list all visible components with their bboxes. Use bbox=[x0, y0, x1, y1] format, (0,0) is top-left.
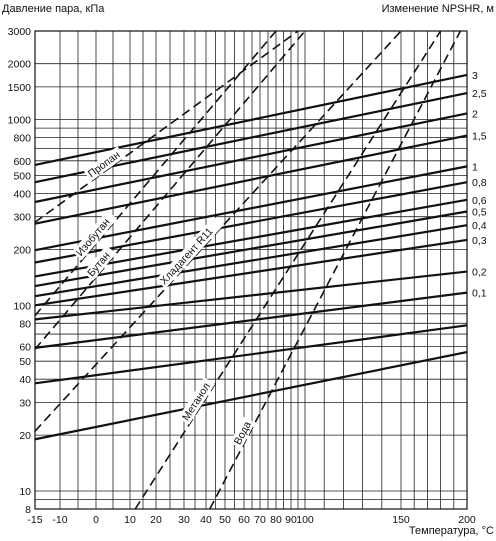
fluid-line bbox=[209, 30, 462, 510]
npshr-line bbox=[34, 210, 468, 288]
npshr-line bbox=[34, 112, 468, 204]
x-tick-label: 90 bbox=[285, 514, 297, 526]
y-tick-label: 10 bbox=[19, 486, 31, 498]
fluid-line bbox=[134, 30, 442, 510]
y-tick-label: 800 bbox=[13, 133, 31, 145]
y-tick-label: 20 bbox=[19, 430, 31, 442]
npshr-label: 2,5 bbox=[472, 88, 487, 100]
npshr-label: 2 bbox=[472, 108, 478, 120]
x-tick-label: 40 bbox=[200, 514, 212, 526]
fluid-label-bg bbox=[155, 216, 224, 289]
npshr-label: 0,5 bbox=[472, 206, 487, 218]
npshr-label: 1 bbox=[472, 161, 478, 173]
left-axis-title: Давление пара, кПа bbox=[2, 3, 105, 15]
fluid-line bbox=[34, 30, 402, 432]
fluid-lines bbox=[34, 30, 462, 510]
x-tick-label: 150 bbox=[392, 514, 410, 526]
x-tick-label: 30 bbox=[178, 514, 190, 526]
fluid-label-bg bbox=[229, 416, 256, 449]
x-tick-label: 10 bbox=[124, 514, 136, 526]
x-tick-label: 60 bbox=[238, 514, 250, 526]
npshr-label: 0,6 bbox=[472, 195, 487, 207]
npshr-label: 0,4 bbox=[472, 220, 487, 232]
y-tick-label: 50 bbox=[19, 356, 31, 368]
npshr-label: 0,8 bbox=[472, 177, 487, 189]
npshr-line bbox=[34, 224, 468, 298]
npshr-line bbox=[34, 270, 468, 321]
x-tick-label: 80 bbox=[270, 514, 282, 526]
fluid-label: Метанол bbox=[180, 381, 213, 423]
y-tick-label: 400 bbox=[13, 188, 31, 200]
npshr-line bbox=[34, 350, 468, 441]
x-tick-label: 0 bbox=[93, 514, 99, 526]
npshr-label: 3 bbox=[472, 70, 478, 82]
y-tick-label: 30 bbox=[19, 397, 31, 409]
npshr-line bbox=[34, 238, 468, 307]
x-tick-label: 70 bbox=[254, 514, 266, 526]
npshr-line bbox=[34, 291, 468, 349]
plot-frame bbox=[34, 30, 468, 510]
x-tick-label: -15 bbox=[27, 514, 42, 526]
npshr-label: 0,2 bbox=[472, 267, 487, 279]
x-tick-label: 50 bbox=[219, 514, 231, 526]
grid bbox=[34, 30, 468, 510]
y-tick-label: 3000 bbox=[8, 26, 32, 38]
y-tick-label: 2000 bbox=[8, 59, 32, 71]
fluid-label-bg bbox=[83, 146, 126, 182]
y-tick-label: 1500 bbox=[8, 82, 32, 94]
y-tick-label: 8 bbox=[25, 504, 31, 516]
y-tick-label: 600 bbox=[13, 156, 31, 168]
y-tick-label: 1000 bbox=[8, 115, 32, 127]
y-tick-label: 200 bbox=[13, 244, 31, 256]
x-tick-label: 200 bbox=[458, 514, 476, 526]
x-tick-label: -10 bbox=[52, 514, 67, 526]
y-tick-label: 500 bbox=[13, 171, 31, 183]
fluid-label-group: Вода bbox=[229, 416, 256, 449]
npshr-line bbox=[34, 73, 468, 167]
y-tick-label: 100 bbox=[13, 300, 31, 312]
fluid-label: Вода bbox=[232, 419, 254, 446]
y-tick-label: 300 bbox=[13, 212, 31, 224]
fluid-line bbox=[34, 30, 299, 223]
fluid-label-bg bbox=[178, 377, 215, 425]
npshr-line bbox=[34, 165, 468, 252]
fluid-label-bg bbox=[83, 245, 117, 281]
right-axis-title: Изменение NPSHR, м bbox=[382, 3, 494, 15]
fluid-label-bg bbox=[71, 210, 118, 261]
y-tick-label: 80 bbox=[19, 318, 31, 330]
x-axis-title: Температура, °С bbox=[409, 525, 494, 537]
npshr-label: 0,3 bbox=[472, 235, 487, 247]
npshr-label: 0,1 bbox=[472, 288, 487, 300]
npshr-line bbox=[34, 324, 468, 385]
y-tick-label: 40 bbox=[19, 374, 31, 386]
npshr-label: 1,5 bbox=[472, 131, 487, 143]
fluid-line bbox=[34, 30, 277, 317]
npshr-line bbox=[34, 134, 468, 225]
x-tick-label: 100 bbox=[296, 514, 314, 526]
y-tick-label: 60 bbox=[19, 342, 31, 354]
labels: 8102030405060801002003004005006008001000… bbox=[8, 26, 487, 526]
x-tick-label: 20 bbox=[150, 514, 162, 526]
